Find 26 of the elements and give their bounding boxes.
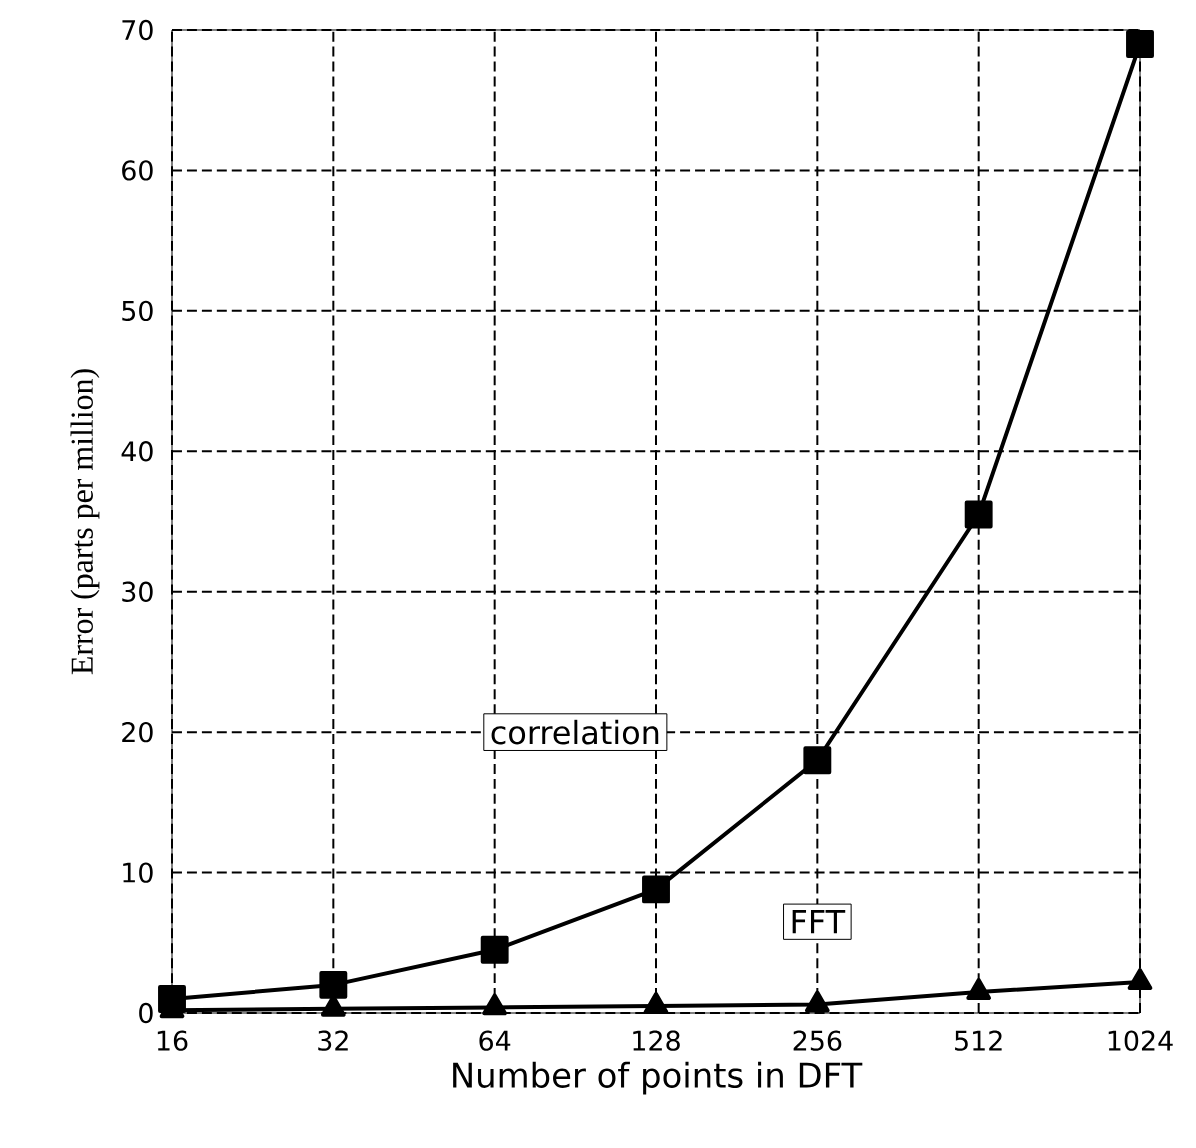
y-tick-label: 60: [122, 160, 153, 181]
y-tick-label: 0: [139, 1002, 153, 1024]
point: [643, 992, 669, 1014]
y-tick-label: 30: [122, 581, 153, 602]
y-tick-label: 10: [123, 862, 153, 883]
y-tick-label: 40: [121, 441, 153, 462]
x-axis-title: Number of points in DFT: [453, 1061, 863, 1095]
x-tick-label: 64: [479, 1030, 511, 1051]
point: [966, 977, 992, 1000]
point: [804, 990, 830, 1013]
x-tick-label: 16: [157, 1030, 188, 1051]
x-tick-label: 1024: [1108, 1030, 1173, 1051]
x-tick-label: 512: [955, 1030, 1002, 1051]
point: [482, 993, 508, 1016]
point: [964, 500, 993, 529]
x-tick-label: 256: [793, 1030, 842, 1051]
y-tick-label: 50: [122, 300, 153, 322]
x-tick-label: 128: [633, 1030, 680, 1051]
y-tick-label: 20: [122, 721, 153, 743]
text: FFT: [792, 910, 846, 934]
x-tick-label: 32: [318, 1030, 348, 1051]
y-tick-label: 70: [122, 19, 153, 41]
text: correlation: [491, 719, 659, 745]
point: [1126, 30, 1154, 58]
point: [1127, 968, 1153, 991]
y-axis-title: Error (parts per million): [70, 369, 100, 675]
